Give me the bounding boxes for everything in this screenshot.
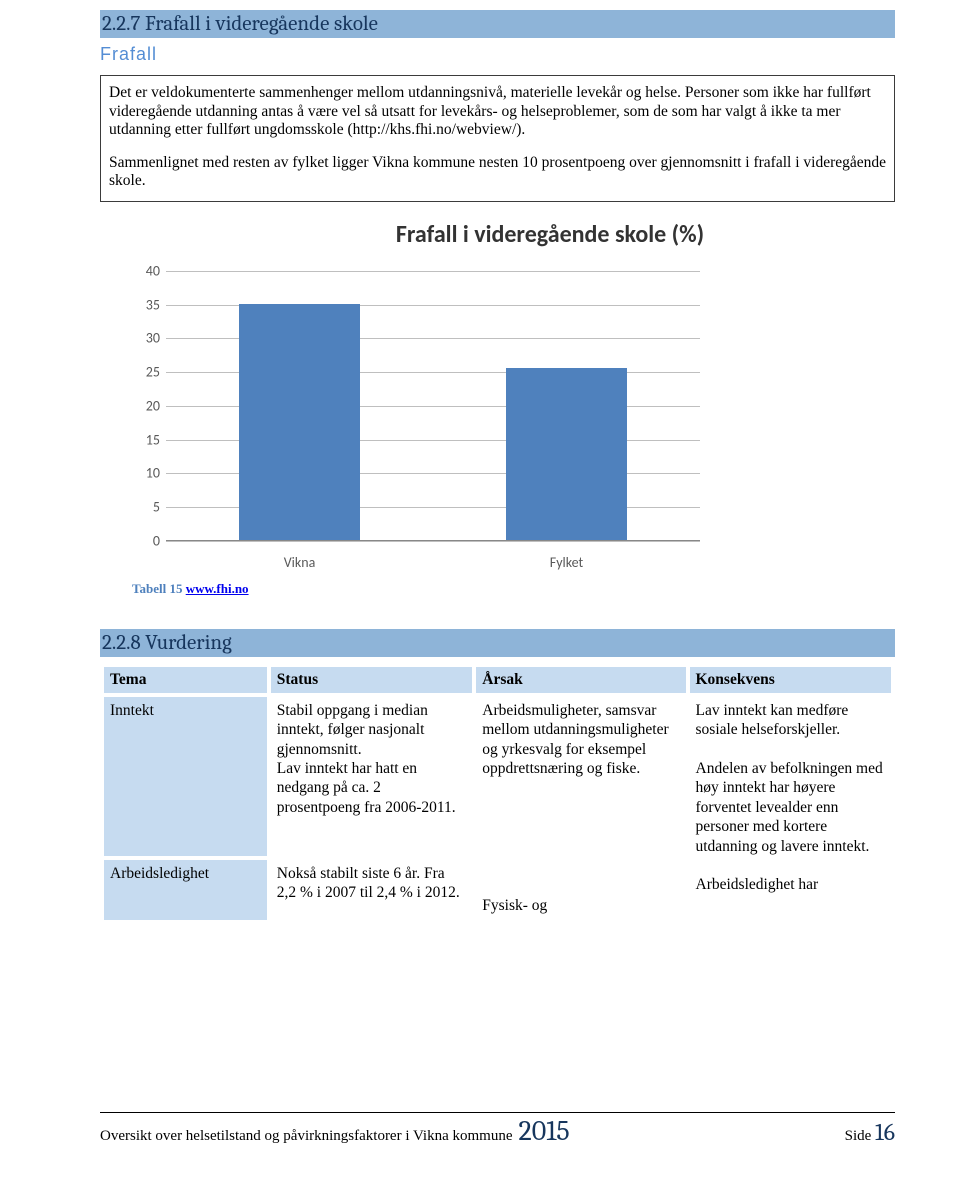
cell-status-1: Nokså stabilt siste 6 år. Fra 2,2 % i 20… [271,860,473,920]
vurdering-table: Tema Status Årsak Konsekvens Inntekt Sta… [100,663,895,924]
chart-title: Frafall i videregående skole (%) [130,220,895,249]
section-heading-vurdering: 2.2.8 Vurdering [100,629,895,657]
y-tick-label: 10 [130,465,160,482]
chart-bar [239,304,359,540]
th-arsak: Årsak [476,667,685,693]
bar-chart-container: Frafall i videregående skole (%) 0 5 10 15 2… [130,220,895,571]
info-box: Det er veldokumenterte sammenhenger mell… [100,75,895,202]
subheading-frafall: Frafall [100,44,895,65]
y-tick-label: 15 [130,431,160,448]
cell-status-0: Stabil oppgang i median inntekt, følger … [271,697,473,856]
page-footer: Oversikt over helsetilstand og påvirknin… [100,1112,895,1147]
cell-tema-1: Arbeidsledighet [104,860,267,920]
y-tick-label: 5 [130,499,160,516]
chart-bar [506,368,626,540]
x-tick-label: Vikna [284,554,316,571]
cell-arsak-0: Arbeidsmuligheter, samsvar mellom utdann… [476,697,685,920]
caption-link[interactable]: www.fhi.no [186,581,249,596]
th-konsekvens: Konsekvens [690,667,892,693]
info-paragraph-1: Det er veldokumenterte sammenhenger mell… [109,84,886,140]
th-status: Status [271,667,473,693]
y-tick-label: 40 [130,262,160,279]
y-tick-label: 0 [130,532,160,549]
section-heading-frafall: 2.2.7 Frafall i videregående skole [100,10,895,38]
caption-prefix: Tabell 15 [132,581,182,596]
cell-konsekvens-0: Lav inntekt kan medføre sosiale helsefor… [690,697,892,920]
y-tick-label: 35 [130,296,160,313]
y-tick-label: 20 [130,397,160,414]
th-tema: Tema [104,667,267,693]
cell-tema-0: Inntekt [104,697,267,856]
footer-page-number: 16 [875,1118,895,1146]
x-tick-label: Fylket [550,554,583,571]
footer-side-label: Side [845,1128,872,1144]
footer-text: Oversikt over helsetilstand og påvirknin… [100,1128,513,1145]
info-paragraph-2: Sammenlignet med resten av fylket ligger… [109,154,886,191]
y-tick-label: 30 [130,330,160,347]
chart-caption: Tabell 15 www.fhi.no [132,581,895,597]
y-tick-label: 25 [130,364,160,381]
footer-year: 2015 [519,1115,570,1147]
